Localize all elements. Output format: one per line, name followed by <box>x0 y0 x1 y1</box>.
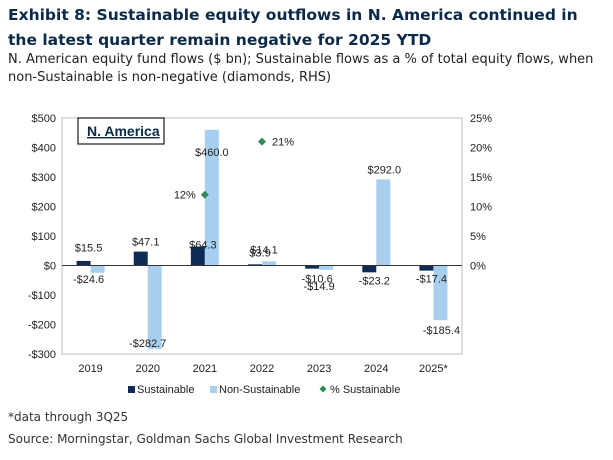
plot-frame <box>61 117 463 355</box>
x-tick-label: 2020 <box>135 363 159 375</box>
legend-label-pct-sustainable: % Sustainable <box>330 384 400 396</box>
source-note: Source: Morningstar, Goldman Sachs Globa… <box>8 432 403 446</box>
data-label-non-sustainable: -$14.9 <box>304 281 335 293</box>
data-label-non-sustainable: -$185.4 <box>423 325 460 337</box>
pct-sustainable-marker <box>258 137 266 146</box>
bar-non-sustainable <box>262 261 276 266</box>
y-left-tick-label: $500 <box>32 113 56 125</box>
bar-sustainable <box>362 265 377 273</box>
x-tick-label: 2019 <box>78 363 102 375</box>
legend-swatch-sustainable <box>128 386 135 393</box>
legend-label-non-sustainable: Non-Sustainable <box>219 384 300 396</box>
bar-sustainable <box>419 265 434 271</box>
bar-sustainable <box>248 264 262 266</box>
subtitle-line-1: N. American equity fund flows ($ bn); Su… <box>8 52 594 67</box>
data-label-sustainable: $3.9 <box>249 247 270 259</box>
y-left-tick-label: -$300 <box>28 349 56 361</box>
data-label-sustainable: -$10.6 <box>302 274 333 286</box>
y-left-tick-label: $100 <box>32 231 56 243</box>
bar-sustainable <box>76 260 91 266</box>
data-label-sustainable: -$17.4 <box>416 274 447 286</box>
data-label-sustainable: $15.5 <box>75 243 103 255</box>
y-right-tick-label: 0% <box>470 261 486 273</box>
y-left-tick-label: $200 <box>32 202 56 214</box>
data-label-non-sustainable: -$282.7 <box>129 338 166 350</box>
bar-non-sustainable <box>147 265 162 349</box>
panel-title: N. America <box>87 123 160 139</box>
data-label-non-sustainable: $14.1 <box>250 244 278 256</box>
bar-non-sustainable <box>204 129 219 266</box>
data-label-sustainable: -$23.2 <box>359 275 390 287</box>
pct-sustainable-label: 12% <box>174 190 196 202</box>
x-tick-label: 2021 <box>193 363 217 375</box>
data-label-sustainable: $47.1 <box>132 237 160 249</box>
pct-sustainable-marker <box>200 190 209 199</box>
y-right-tick-label: 10% <box>470 202 492 214</box>
subtitle-line-2: non-Sustainable is non-negative (diamond… <box>8 70 332 85</box>
x-tick-label: 2023 <box>307 363 331 375</box>
legend-swatch-non-sustainable <box>210 386 217 393</box>
y-left-tick-label: $0 <box>44 261 56 273</box>
y-right-tick-label: 25% <box>470 113 492 125</box>
panel-title-box <box>77 117 165 145</box>
bar-non-sustainable <box>433 265 448 321</box>
bar-sustainable <box>133 251 148 266</box>
data-label-non-sustainable: $292.0 <box>367 164 401 176</box>
x-tick-label: 2024 <box>364 363 388 375</box>
pct-sustainable-label: 21% <box>272 137 294 149</box>
bar-non-sustainable <box>319 265 334 270</box>
y-left-tick-label: -$100 <box>28 290 56 302</box>
equity-flows-chart: $500 $400 $300 $200 $100 $0 -$100 -$200 -$300 25%… <box>28 113 492 396</box>
legend-swatch-pct-sustainable <box>319 385 327 393</box>
y-right-tick-label: 15% <box>470 172 492 184</box>
y-left-tick-label: $400 <box>32 143 56 155</box>
bar-non-sustainable <box>376 179 391 266</box>
y-left-tick-label: -$200 <box>28 320 56 332</box>
footnote: *data through 3Q25 <box>8 410 129 424</box>
chart-title: Exhibit 8: Sustainable equity outflows i… <box>8 6 578 49</box>
data-label-non-sustainable: $460.0 <box>195 147 229 159</box>
x-tick-label: 2022 <box>250 363 274 375</box>
y-left-tick-label: $300 <box>32 172 56 184</box>
bar-sustainable <box>305 265 320 269</box>
data-label-sustainable: $64.3 <box>189 240 217 252</box>
bar-sustainable <box>190 246 205 266</box>
data-label-non-sustainable: -$24.6 <box>73 274 104 286</box>
chart-subtitle: N. American equity fund flows ($ bn); Su… <box>8 51 613 87</box>
y-right-tick-label: 20% <box>470 143 492 155</box>
legend-label-sustainable: Sustainable <box>137 384 195 396</box>
bar-non-sustainable <box>90 265 105 273</box>
y-right-tick-label: 5% <box>470 231 486 243</box>
x-tick-label: 2025* <box>419 363 448 375</box>
